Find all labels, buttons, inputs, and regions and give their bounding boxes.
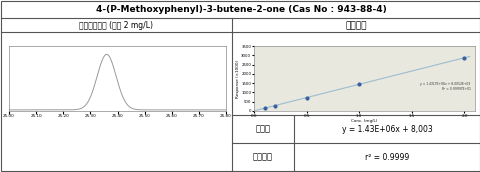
Text: r² = 0.9999: r² = 0.9999 [364, 153, 408, 162]
X-axis label: Conc. (mg/L): Conc. (mg/L) [350, 119, 377, 123]
Text: 크로마토그램 (농도 2 mg/L): 크로마토그램 (농도 2 mg/L) [79, 22, 153, 30]
Point [260, 107, 268, 110]
Text: 회귀식: 회귀식 [255, 125, 270, 133]
Point [302, 96, 310, 99]
Y-axis label: Response (×1000): Response (×1000) [235, 60, 240, 98]
Point [460, 56, 468, 59]
Text: y = 1.4317E+06x + 8.0052E+03
R² = 0.99997E+01: y = 1.4317E+06x + 8.0052E+03 R² = 0.9999… [420, 82, 469, 91]
Text: y = 1.43E+06x + 8,003: y = 1.43E+06x + 8,003 [341, 125, 432, 133]
Text: 검정곱선: 검정곱선 [345, 22, 366, 30]
Point [355, 83, 362, 86]
Text: RT : 25.36 min: RT : 25.36 min [83, 77, 148, 86]
Text: 상관계수: 상관계수 [252, 153, 273, 162]
Text: 4-(P-Methoxyphenyl)-3-butene-2-one (Cas No : 943-88-4): 4-(P-Methoxyphenyl)-3-butene-2-one (Cas … [96, 6, 385, 14]
Point [271, 104, 278, 107]
